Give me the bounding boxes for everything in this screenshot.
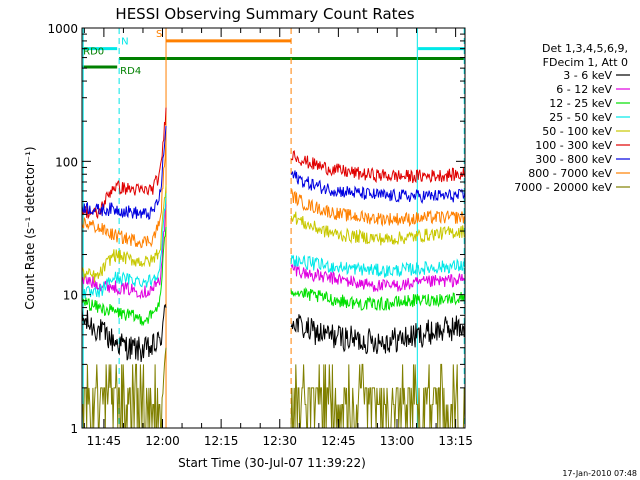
plot-frame xyxy=(81,27,466,429)
x-tick-label: 12:15 xyxy=(204,434,239,448)
series-line xyxy=(81,226,167,327)
x-axis: 11:45 12:00 12:15 12:30 12:45 13:00 13:15 xyxy=(83,28,473,448)
x-tick-label: 11:45 xyxy=(87,434,122,448)
y-tick-label: 100 xyxy=(55,155,78,169)
series-line xyxy=(290,363,466,429)
footer-timestamp: 17-Jan-2010 07:48 xyxy=(562,469,637,478)
series-line xyxy=(290,170,466,204)
series-line xyxy=(81,184,167,283)
series-line xyxy=(290,314,466,355)
flag-bars: N S RD0 RD4 xyxy=(82,29,465,77)
series-line xyxy=(290,188,466,228)
series-4 xyxy=(81,184,466,283)
flag-label-s: S xyxy=(156,29,162,40)
series-line xyxy=(81,125,167,220)
legend-label: 7000 - 20000 keV xyxy=(514,181,612,194)
legend-header: Det 1,3,4,5,6,9, xyxy=(542,42,628,55)
series-8 xyxy=(82,347,466,429)
series-2 xyxy=(81,226,466,327)
series-line xyxy=(81,193,167,299)
legend-label: 25 - 50 keV xyxy=(549,111,612,124)
series-5 xyxy=(81,107,466,220)
x-tick-label: 12:30 xyxy=(262,434,297,448)
series-line xyxy=(81,204,167,300)
flag-label-rd0: RD0 xyxy=(83,47,104,58)
series-line xyxy=(82,347,167,429)
y-axis: 1 10 100 1000 xyxy=(47,22,465,436)
series-6 xyxy=(81,125,466,220)
series-0 xyxy=(81,303,466,363)
y-tick-label: 1000 xyxy=(47,22,78,36)
legend-label: 300 - 800 keV xyxy=(535,153,612,166)
series-1 xyxy=(81,204,466,300)
series-3 xyxy=(81,193,466,299)
x-tick-label: 12:00 xyxy=(145,434,180,448)
flag-label-n: N xyxy=(121,37,128,48)
y-tick-label: 10 xyxy=(63,289,78,303)
series-line xyxy=(290,150,466,184)
x-tick-label: 12:45 xyxy=(321,434,356,448)
legend-label: 100 - 300 keV xyxy=(535,139,612,152)
series-layer xyxy=(81,107,466,429)
series-line xyxy=(290,211,466,246)
series-line xyxy=(290,286,466,311)
legend-label: 800 - 7000 keV xyxy=(528,167,612,180)
x-tick-label: 13:15 xyxy=(438,434,473,448)
legend-header: FDecim 1, Att 0 xyxy=(543,56,628,69)
series-line xyxy=(81,303,167,363)
legend-label: 3 - 6 keV xyxy=(563,69,612,82)
series-7 xyxy=(81,138,466,249)
legend-label: 6 - 12 keV xyxy=(556,83,612,96)
x-tick-label: 13:00 xyxy=(380,434,415,448)
series-line xyxy=(290,263,466,293)
y-tick-label: 1 xyxy=(70,422,78,436)
flag-label-rd4: RD4 xyxy=(120,66,141,77)
x-axis-label: Start Time (30-Jul-07 11:39:22) xyxy=(178,456,366,470)
legend-label: 50 - 100 keV xyxy=(542,125,612,138)
series-line xyxy=(81,138,167,249)
event-lines xyxy=(82,28,465,428)
series-line xyxy=(81,107,167,220)
chart-title: HESSI Observing Summary Count Rates xyxy=(115,5,414,23)
legend-label: 12 - 25 keV xyxy=(549,97,612,110)
legend: Det 1,3,4,5,6,9,FDecim 1, Att 03 - 6 keV… xyxy=(514,42,630,194)
series-line xyxy=(290,254,466,278)
y-axis-label: Count Rate (s⁻¹ detector⁻¹) xyxy=(23,146,37,309)
